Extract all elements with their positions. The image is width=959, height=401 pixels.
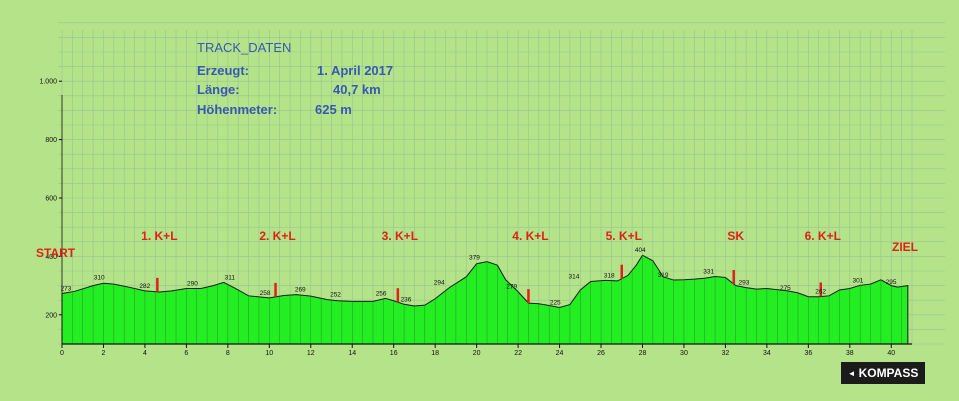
length-label: Länge: [197,82,240,97]
elevation-point-label: 295 [886,279,897,286]
y-tick-label: 400 [45,254,57,261]
finish-label: ZIEL [892,240,918,254]
x-tick-label: 16 [390,350,398,357]
x-tick-label: 4 [143,350,147,357]
x-tick-label: 30 [680,350,688,357]
elevation-point-label: 293 [738,280,749,287]
elevation-point-label: 258 [260,290,271,297]
x-tick-label: 8 [226,350,230,357]
checkpoint-label: 1. K+L [141,229,177,243]
checkpoint-label: 6. K+L [805,229,841,243]
elevation-point-label: 310 [94,275,105,282]
elevation-gain-label: Höhenmeter: [197,102,278,117]
elevation-point-label: 282 [139,283,150,290]
x-tick-label: 40 [887,350,895,357]
created-value: 1. April 2017 [317,63,394,78]
elevation-point-label: 256 [376,290,387,297]
x-tick-label: 18 [431,350,439,357]
x-tick-label: 20 [473,350,481,357]
elevation-point-label: 318 [604,272,615,279]
x-tick-label: 0 [60,350,64,357]
created-label: Erzeugt: [197,63,249,78]
track-data-title: TRACK_DATEN [197,40,292,55]
elevation-point-label: 301 [853,277,864,284]
elevation-point-label: 275 [780,285,791,292]
profile-fill [61,254,909,345]
x-tick-label: 28 [639,350,647,357]
checkpoint-label: 2. K+L [259,229,295,243]
checkpoint-label: 4. K+L [512,229,548,243]
elevation-point-label: 236 [401,296,412,303]
x-tick-label: 14 [348,350,356,357]
x-tick-label: 24 [556,350,564,357]
elevation-point-label: 252 [330,292,341,299]
y-tick-label: 200 [45,312,57,319]
checkpoint-markers: 1. K+L 2. K+L 3. K+L 4. K+L 5. K+L SK 6. K+L ST… [36,229,918,304]
elevation-point-label: 311 [225,274,236,281]
checkpoint-label: 5. K+L [606,229,642,243]
y-tick-label: 800 [45,137,57,144]
elevation-point-label: 269 [295,287,306,294]
elevation-point-label: 225 [550,300,561,307]
kompass-logo-text: KOMPASS [858,366,919,380]
length-value: 40,7 km [333,82,381,97]
x-tick-label: 10 [265,350,273,357]
x-tick-label: 6 [184,350,188,357]
y-tick-label: 1.000 [39,79,57,86]
kompass-logo: ◄ KOMPASS [841,362,925,384]
elevation-point-label: 262 [815,289,826,296]
x-tick-label: 12 [307,350,315,357]
arrow-left-icon: ◄ [847,368,856,378]
elevation-point-label: 294 [434,279,445,286]
x-tick-label: 32 [722,350,730,357]
x-tick-label: 26 [597,350,605,357]
elevation-point-label: 314 [568,274,579,281]
start-label: START [36,246,76,260]
x-tick-label: 36 [804,350,812,357]
x-tick-label: 22 [514,350,522,357]
elevation-gain-value: 625 m [315,102,352,117]
checkpoint-label: SK [727,229,744,243]
x-tick-label: 34 [763,350,771,357]
elevation-point-label: 279 [506,284,517,291]
checkpoint-label: 3. K+L [382,229,418,243]
x-tick-label: 38 [846,350,854,357]
elevation-point-label: 273 [61,285,72,292]
axes: 0 2 4 6 8 10 12 14 16 18 20 22 24 26 28 30 32 34 36 38 40200… [39,79,912,357]
profile-area [61,254,909,345]
elevation-point-label: 290 [187,281,198,288]
y-tick-label: 600 [45,196,57,203]
elevation-point-label: 331 [703,269,714,276]
elevation-point-label: 319 [658,272,669,279]
x-tick-label: 2 [102,350,106,357]
data-labels: 273 310 282 290 311 258 269 252 256 236 294 379 279 2… [61,247,897,306]
elevation-point-label: 379 [469,255,480,262]
elevation-point-label: 404 [635,247,646,254]
